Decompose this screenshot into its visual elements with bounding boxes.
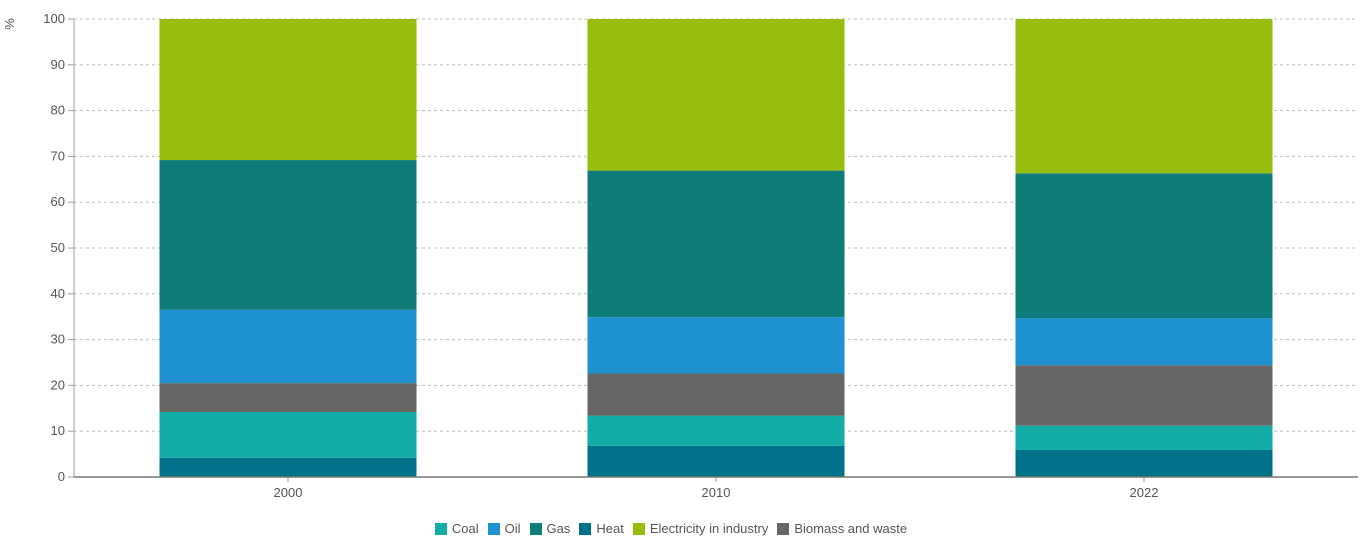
bar-segment-gas: [159, 160, 417, 310]
legend-swatch: [777, 522, 790, 535]
legend-item-coal[interactable]: Coal: [434, 521, 479, 536]
legend-swatch: [529, 522, 542, 535]
y-axis-unit-label: %: [2, 18, 17, 30]
y-tick-label: 40: [51, 286, 65, 301]
y-tick-label: 80: [51, 103, 65, 118]
x-tick-label: 2000: [274, 485, 303, 500]
y-tick-label: 70: [51, 148, 65, 163]
x-tick-label: 2010: [702, 485, 731, 500]
chart-legend: Coal Oil Gas Heat Electricity in industry Bio…: [0, 521, 1342, 536]
bar-segment-coal: [1015, 425, 1273, 450]
y-tick-label: 0: [58, 469, 65, 484]
legend-swatch: [434, 522, 447, 535]
bar-segment-electricity-in-industry: [1015, 19, 1273, 174]
bar-segment-coal: [587, 415, 845, 446]
legend-item-electricity-in-industry[interactable]: Electricity in industry: [632, 521, 769, 536]
legend-label: Heat: [596, 521, 624, 536]
bar-segment-coal: [159, 411, 417, 458]
bar-segment-heat: [587, 445, 845, 477]
x-tick-label: 2022: [1130, 485, 1159, 500]
bar-segment-heat: [1015, 449, 1273, 477]
y-tick-label: 60: [51, 194, 65, 209]
y-tick-label: 10: [51, 423, 65, 438]
bar-segment-oil: [159, 309, 417, 384]
legend-item-biomass-and-waste[interactable]: Biomass and waste: [777, 521, 907, 536]
y-tick-label: 30: [51, 332, 65, 347]
legend-label: Electricity in industry: [649, 521, 769, 536]
legend-swatch: [487, 522, 500, 535]
legend-label: Gas: [546, 521, 571, 536]
legend-label: Biomass and waste: [794, 521, 908, 536]
legend-item-gas[interactable]: Gas: [529, 521, 571, 536]
bar-segment-electricity-in-industry: [587, 19, 845, 171]
legend-item-oil[interactable]: Oil: [487, 521, 521, 536]
y-tick-label: 100: [43, 11, 65, 26]
y-tick-label: 20: [51, 377, 65, 392]
bar-segment-biomass-and-waste: [159, 383, 417, 412]
bar-segment-electricity-in-industry: [159, 19, 417, 161]
bar-segment-biomass-and-waste: [587, 373, 845, 416]
bar-segment-biomass-and-waste: [1015, 365, 1273, 426]
legend-item-heat[interactable]: Heat: [579, 521, 624, 536]
y-tick-label: 90: [51, 57, 65, 72]
bar-segment-heat: [159, 457, 417, 477]
bar-segment-gas: [587, 170, 845, 318]
legend-swatch: [579, 522, 592, 535]
bar-segment-oil: [1015, 318, 1273, 366]
bar-segment-oil: [587, 317, 845, 374]
legend-swatch: [632, 522, 645, 535]
y-tick-label: 50: [51, 240, 65, 255]
legend-label: Coal: [451, 521, 479, 536]
legend-label: Oil: [504, 521, 521, 536]
bar-segment-gas: [1015, 173, 1273, 319]
